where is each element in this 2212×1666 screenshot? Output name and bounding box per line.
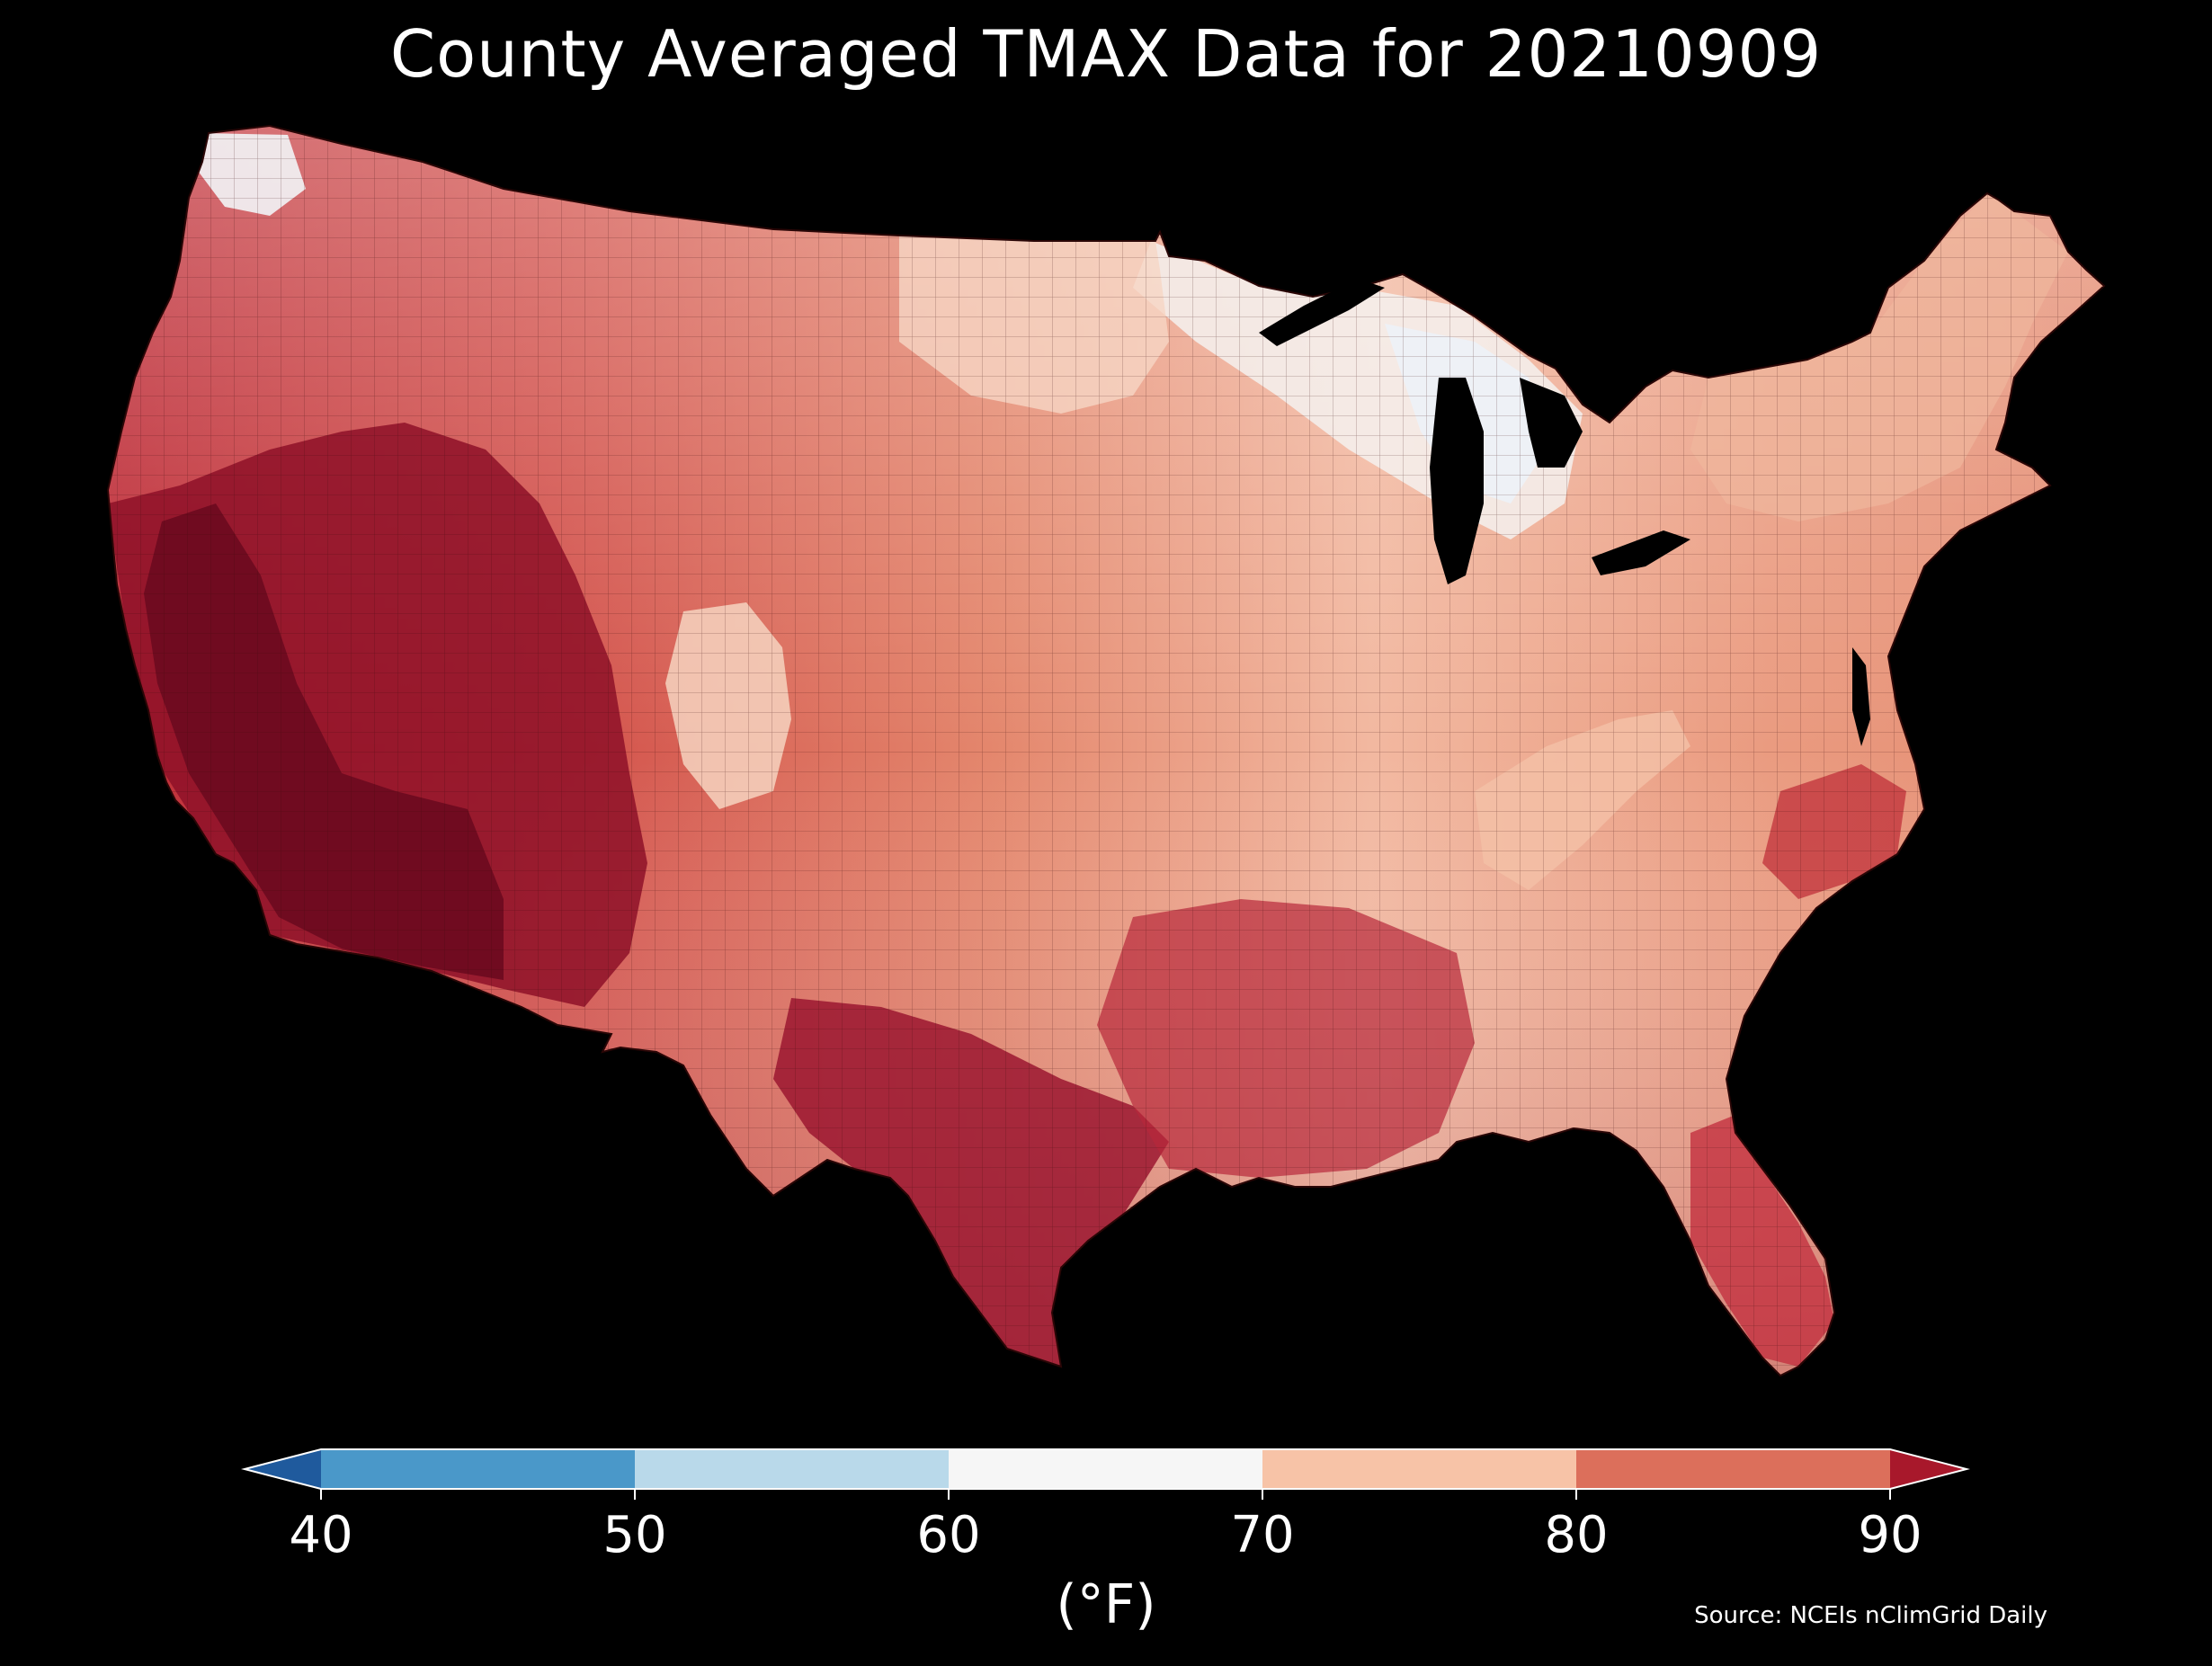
colorbar-bin-80-90 bbox=[1576, 1449, 1890, 1489]
colorbar-bin-50-60 bbox=[635, 1449, 949, 1489]
colorbar-under-arrow bbox=[245, 1449, 321, 1489]
colorbar-tick-80: 80 bbox=[1544, 1506, 1609, 1564]
map-title: County Averaged TMAX Data for 20210909 bbox=[389, 16, 1823, 92]
source-credit: Source: NCEIs nClimGrid Daily bbox=[1694, 1602, 2047, 1629]
colorbar-tick-40: 40 bbox=[289, 1506, 353, 1564]
colorbar-bin-60-70 bbox=[949, 1449, 1262, 1489]
lake-michigan bbox=[1430, 378, 1484, 584]
chesapeake-bay bbox=[1852, 647, 1870, 746]
lake-superior bbox=[1259, 279, 1385, 346]
colorbar-tick-90: 90 bbox=[1858, 1506, 1922, 1564]
colorbar-bin-70-80 bbox=[1262, 1449, 1576, 1489]
colorbar-bin-40-50 bbox=[321, 1449, 635, 1489]
colorbar-unit-label: (°F) bbox=[1056, 1573, 1156, 1636]
colorbar-tick-70: 70 bbox=[1230, 1506, 1295, 1564]
colorbar-tick-50: 50 bbox=[602, 1506, 667, 1564]
colorbar-tick-60: 60 bbox=[916, 1506, 981, 1564]
colorbar-over-arrow bbox=[1890, 1449, 1967, 1489]
lake-erie bbox=[1592, 530, 1690, 575]
lake-huron bbox=[1520, 378, 1583, 468]
